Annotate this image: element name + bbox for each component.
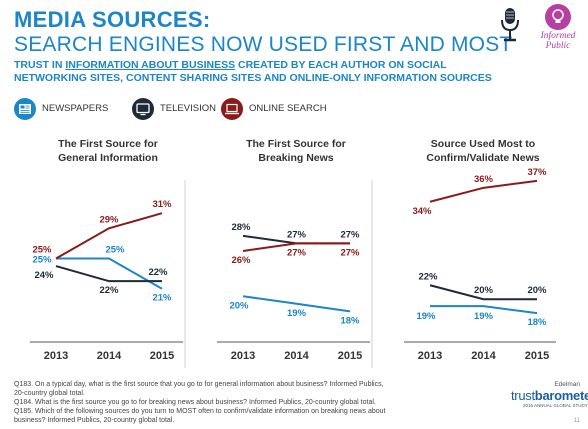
- chart-2-label-television-2014: 27%: [287, 229, 307, 240]
- chart-1-label-online-search-2014: 29%: [99, 214, 119, 225]
- chart-2-title-line-1: The First Source for: [246, 138, 346, 150]
- subtitle-text-1: TRUST IN: [14, 59, 66, 71]
- page-subtitle: TRUST IN INFORMATION ABOUT BUSINESS CREA…: [14, 59, 514, 85]
- footnote-q184: Q184. What is the first source you go to…: [14, 399, 376, 406]
- chart-2-label-online-search-2014: 27%: [287, 247, 307, 258]
- chart-2-label-online-search-2013: 26%: [231, 255, 251, 266]
- chart-2-x-tick-2015: 2015: [338, 350, 362, 362]
- chart-1-label-television-2015: 22%: [148, 267, 168, 278]
- microphone-icon: [501, 8, 519, 42]
- chart-1-label-television-2014: 22%: [99, 285, 119, 296]
- chart-1-label-newspapers-2014: 25%: [105, 245, 125, 256]
- chart-2-label-online-search-2015: 27%: [340, 247, 360, 258]
- chart-1-title-line-2: General Information: [58, 152, 158, 164]
- chart-2-line-newspapers: [242, 295, 351, 313]
- chart-3-x-tick-2014: 2014: [471, 350, 496, 362]
- chart-3-label-television-2015: 20%: [527, 285, 547, 296]
- logo-line-2: Public: [545, 41, 571, 51]
- chart-3-title-line-2: Confirm/Validate News: [426, 152, 540, 164]
- chart-3-label-online-search-2015: 37%: [527, 167, 547, 178]
- chart-3-line-online-search: [429, 179, 538, 203]
- chart-1-label-television-2013: 24%: [34, 270, 54, 281]
- legend-label-online-search: ONLINE SEARCH: [249, 103, 327, 114]
- chart-1-label-online-search-2015: 31%: [152, 199, 172, 210]
- footnote-q183: Q183. On a typical day, what is the firs…: [14, 381, 384, 397]
- charts-canvas: 2013 2014 201525%25%21%24%22%22%25%29%31%2…: [30, 167, 556, 368]
- chart-3-label-television-2014: 20%: [474, 285, 494, 296]
- chart-1-label-online-search-2013: 25%: [32, 245, 52, 256]
- chart-3-label-online-search-2014: 36%: [474, 174, 494, 185]
- chart-3-label-online-search-2013: 34%: [412, 206, 432, 217]
- chart-3-x-tick-2013: 2013: [418, 350, 442, 362]
- chart-1-line-online-search: [55, 212, 163, 260]
- trust-barometer-logo: Edelman trustbarometer 2016 ANNUAL GLOBA…: [505, 381, 588, 413]
- chart-2-label-newspapers-2013: 20%: [229, 300, 249, 311]
- chart-3-label-television-2013: 22%: [418, 271, 438, 282]
- laptop-icon: [221, 98, 243, 120]
- footnote-q185: Q185. Which of the following sources do …: [14, 408, 386, 424]
- chart-3-label-newspapers-2013: 19%: [416, 311, 436, 322]
- chart-3-label-newspapers-2014: 19%: [474, 311, 494, 322]
- chart-2-title-line-2: Breaking News: [258, 152, 334, 164]
- chart-2-label-television-2013: 28%: [231, 222, 251, 233]
- television-icon: [132, 98, 154, 120]
- chart-1-title-line-1: The First Source for: [58, 138, 158, 150]
- footnote: Q183. On a typical day, what is the firs…: [14, 380, 394, 425]
- legend-label-newspapers: NEWSPAPERS: [42, 103, 109, 114]
- newspaper-icon: [14, 98, 36, 120]
- brand-company: Edelman: [554, 381, 580, 388]
- chart-3-line-newspapers: [430, 305, 538, 315]
- chart-1-x-tick-2014: 2014: [97, 350, 122, 362]
- chart-1-line-newspapers: [56, 257, 163, 290]
- page-number: 11: [573, 418, 580, 424]
- chart-3-title: Source Used Most to Confirm/Validate News: [408, 137, 558, 165]
- chart-1-x-tick-2015: 2015: [150, 350, 174, 362]
- chart-2-line-online-search: [242, 242, 350, 252]
- subtitle-text-2: CREATED BY EACH AUTHOR ON SOCIAL NETWORK…: [14, 59, 492, 84]
- chart-1-label-newspapers-2013: 25%: [32, 255, 52, 266]
- chart-1-label-newspapers-2015: 21%: [152, 293, 172, 304]
- brand-name-2: barometer: [534, 388, 588, 403]
- chart-1-x-tick-2013: 2013: [44, 350, 68, 362]
- chart-3-label-newspapers-2015: 18%: [527, 317, 547, 328]
- chart-2-x-tick-2013: 2013: [231, 350, 255, 362]
- chart-2-label-newspapers-2015: 18%: [340, 315, 360, 326]
- chart-3-line-television: [429, 284, 537, 301]
- brand-tagline: 2016 ANNUAL GLOBAL STUDY: [523, 403, 588, 408]
- lightbulb-icon: [545, 4, 571, 30]
- logo-line-1: Informed: [540, 31, 576, 41]
- legend-label-television: TELEVISION: [160, 103, 216, 114]
- chart-3-x-tick-2015: 2015: [525, 350, 549, 362]
- chart-2-label-newspapers-2014: 19%: [287, 308, 307, 319]
- page-headline: SEARCH ENGINES NOW USED FIRST AND MOST: [14, 33, 513, 56]
- chart-2-label-television-2015: 27%: [340, 229, 360, 240]
- brand-name-1: trust: [511, 388, 535, 403]
- subtitle-underlined: INFORMATION ABOUT BUSINESS: [65, 59, 236, 71]
- chart-2-x-tick-2014: 2014: [284, 350, 309, 362]
- chart-2-title: The First Source for Breaking News: [221, 137, 371, 165]
- informed-public-logo: Informed Public: [534, 4, 582, 54]
- chart-1-line-television: [55, 265, 162, 283]
- chart-3-title-line-1: Source Used Most to: [430, 138, 536, 150]
- chart-1-title: The First Source for General Information: [33, 137, 183, 165]
- page-title: MEDIA SOURCES:: [14, 7, 211, 32]
